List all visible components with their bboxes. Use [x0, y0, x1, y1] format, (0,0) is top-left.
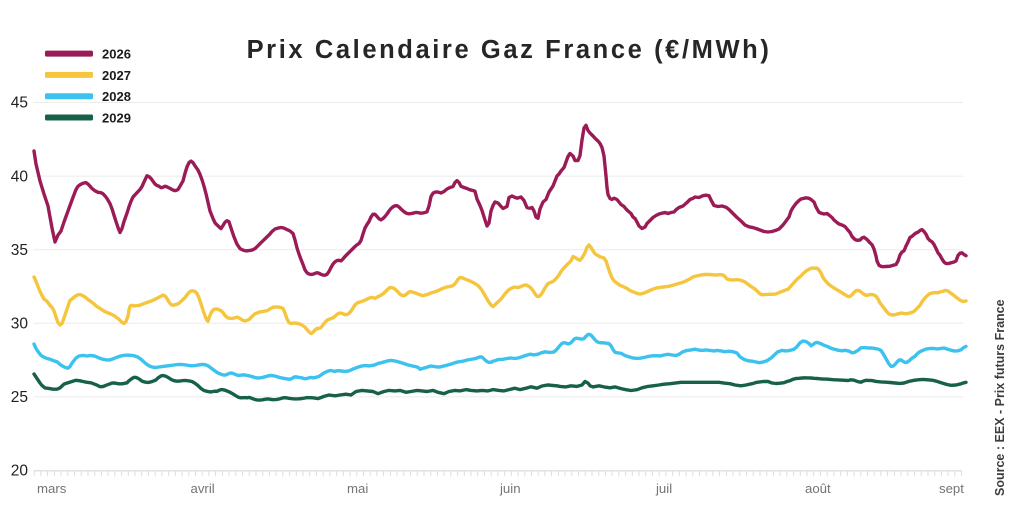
svg-text:août: août [805, 481, 831, 496]
svg-text:mai: mai [347, 481, 368, 496]
svg-text:20: 20 [11, 463, 29, 480]
svg-text:45: 45 [11, 95, 28, 112]
svg-text:mars: mars [37, 481, 67, 496]
svg-text:sept: sept [939, 481, 964, 496]
svg-text:Source : EEX - Prix futurs Fra: Source : EEX - Prix futurs France [993, 299, 1007, 496]
svg-text:35: 35 [11, 242, 28, 259]
svg-text:juil: juil [655, 481, 672, 496]
svg-text:Prix Calendaire Gaz France (€/: Prix Calendaire Gaz France (€/MWh) [247, 36, 772, 64]
svg-text:25: 25 [11, 389, 28, 406]
svg-text:2028: 2028 [102, 89, 131, 104]
svg-text:30: 30 [11, 316, 29, 333]
svg-text:40: 40 [11, 168, 29, 185]
svg-text:avril: avril [191, 481, 215, 496]
svg-text:juin: juin [499, 481, 521, 496]
svg-text:2029: 2029 [102, 111, 131, 126]
svg-text:2027: 2027 [102, 68, 131, 83]
svg-text:2026: 2026 [102, 47, 131, 62]
